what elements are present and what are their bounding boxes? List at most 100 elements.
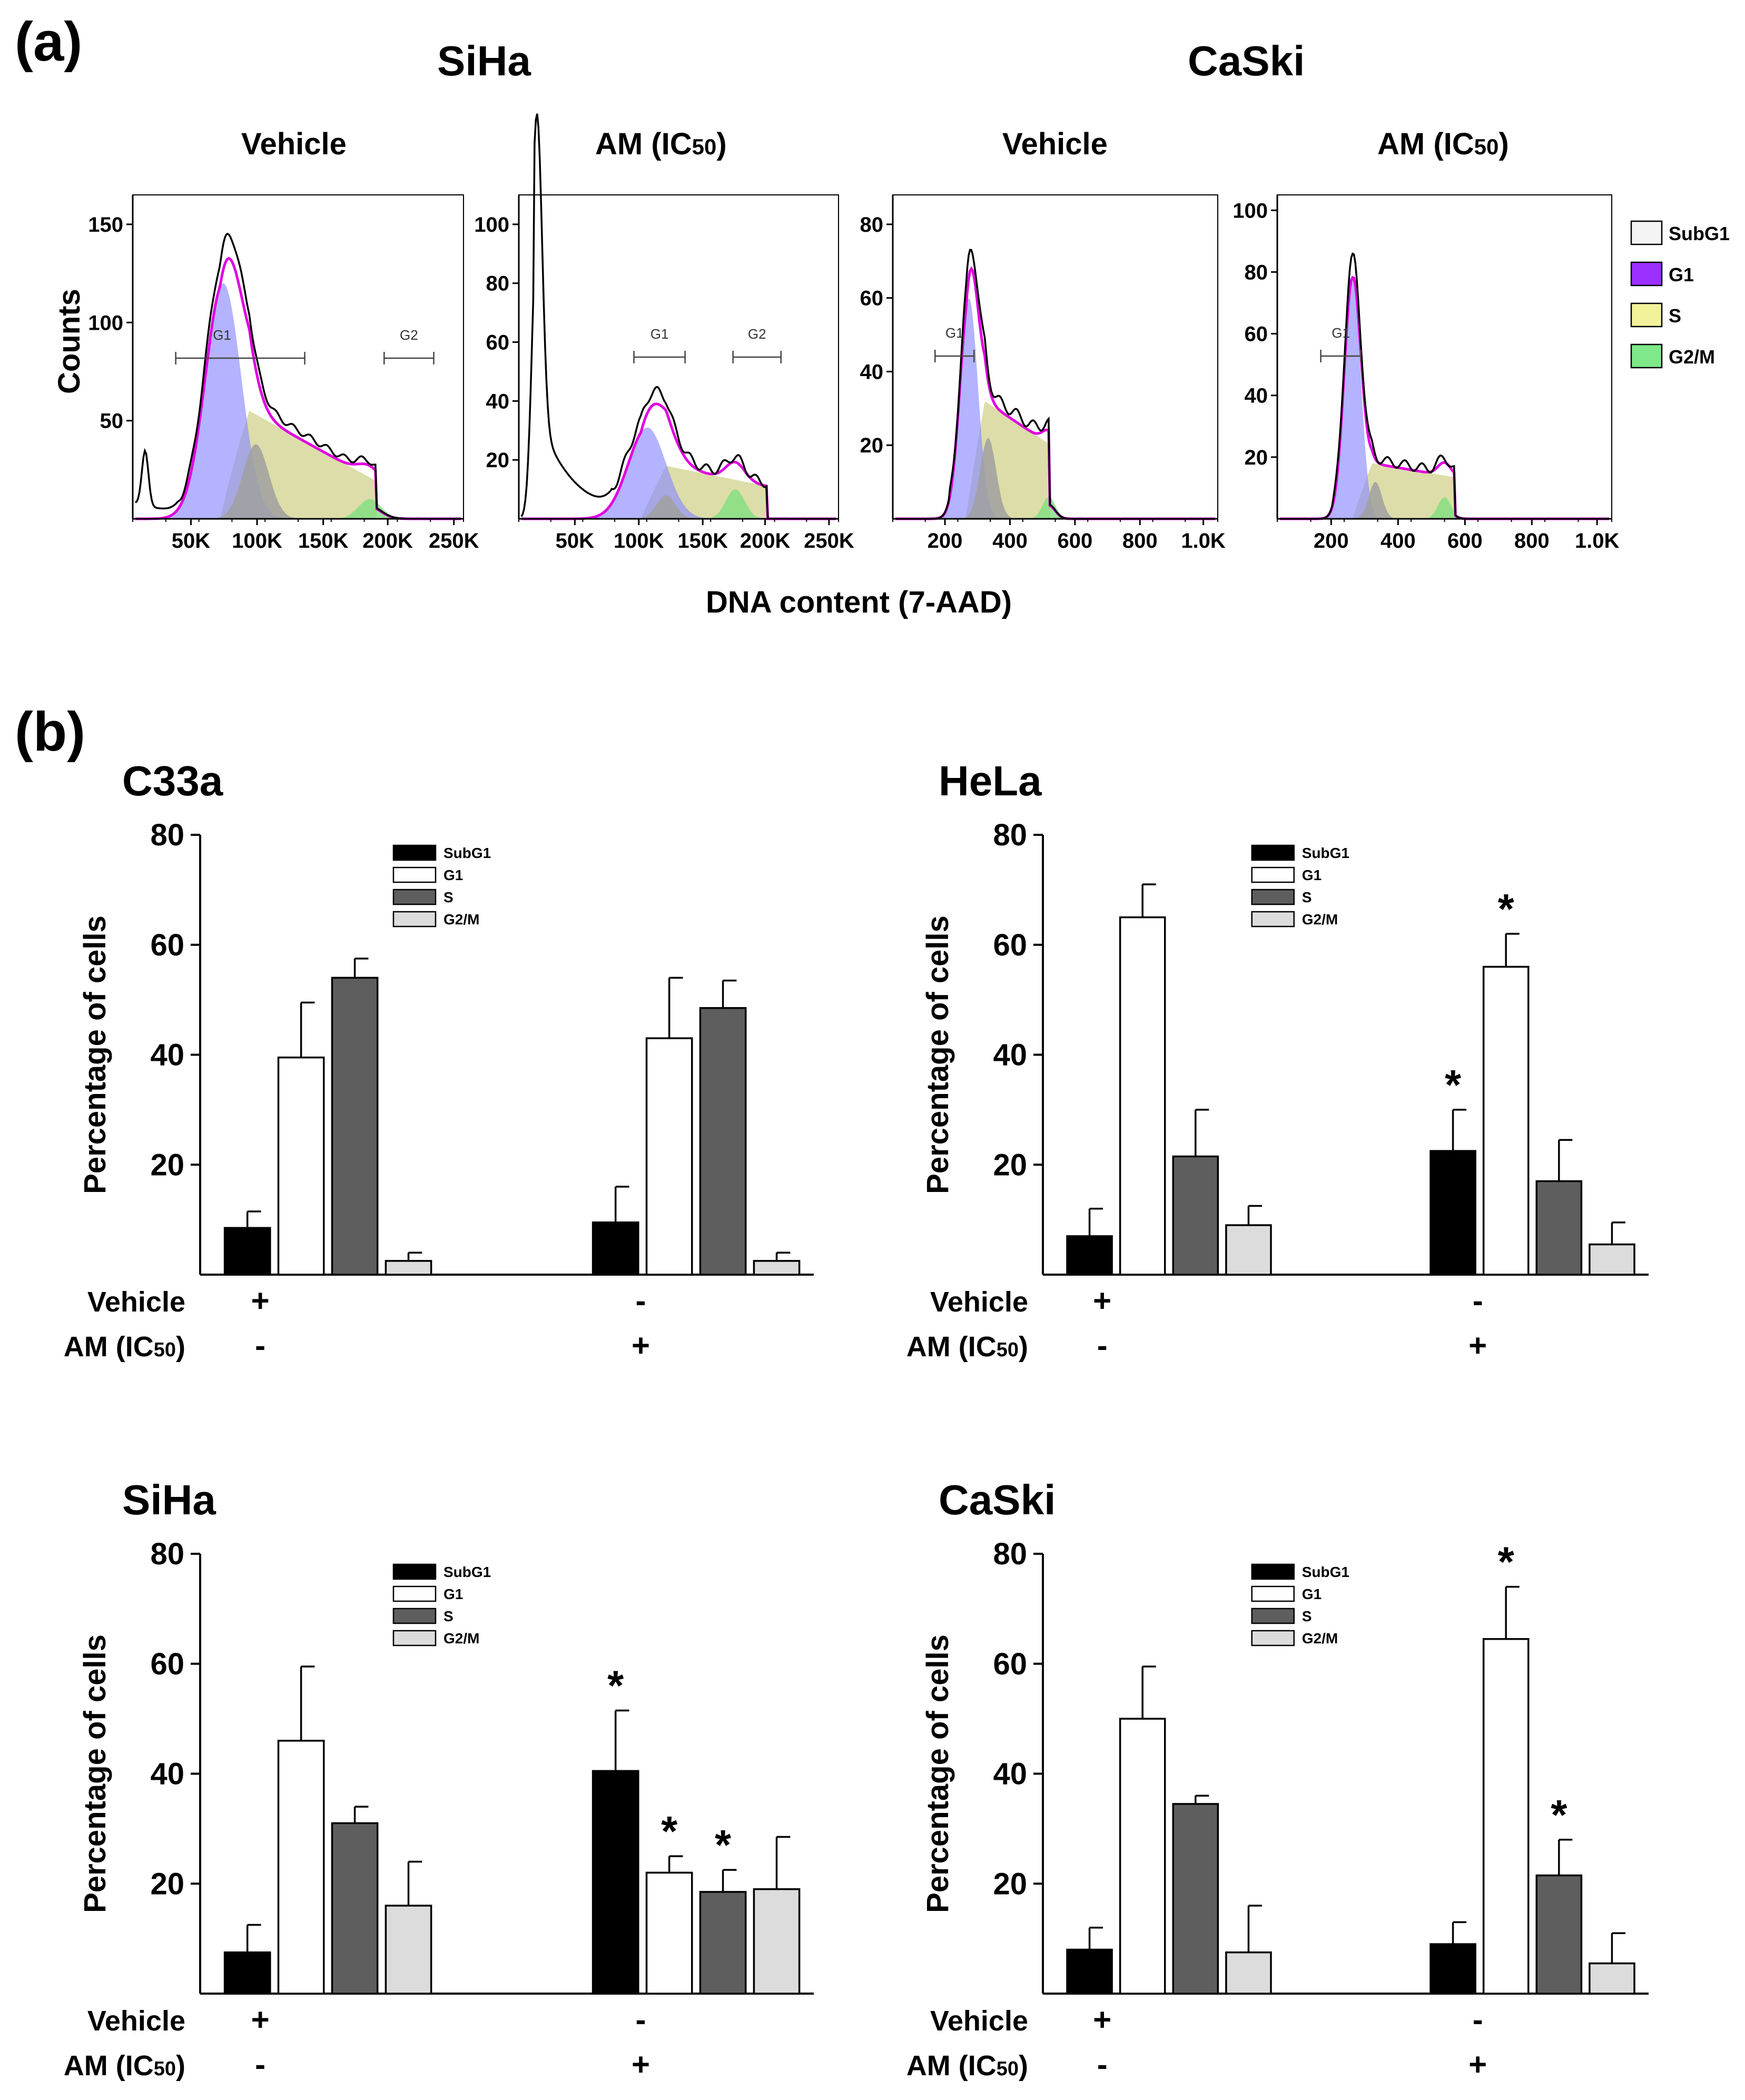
y-tick-label: 80: [150, 818, 184, 852]
bar-subg1-group-2: [591, 1221, 639, 1276]
y-axis-title: Percentage of cells: [78, 915, 112, 1194]
y-tick-label: 80: [993, 1537, 1027, 1571]
bar-g2m-group-2: [1589, 1962, 1635, 1995]
bar-s-group-2: [1535, 1180, 1583, 1276]
bar-g2m-group-2: [753, 1888, 801, 1995]
y-tick-label: 80: [150, 1537, 184, 1571]
plot-frame: [1277, 194, 1612, 519]
bar-g2m-group-1: [385, 1260, 432, 1276]
legend-label: G2/M: [1669, 346, 1715, 368]
y-tick-label: 20: [993, 1867, 1027, 1901]
sign-vehicle: +: [251, 2002, 270, 2037]
legend-swatch: [1630, 220, 1663, 245]
fill-g1-phase: [135, 283, 461, 519]
legend-label: G2/M: [443, 911, 479, 928]
y-tick-label: 40: [150, 1038, 184, 1072]
significance-asterisk: *: [1498, 1539, 1515, 1585]
legend-label: S: [443, 1608, 453, 1624]
bar-chart-c33a: C33a 20 40 60 80 Percentage of cells SubG1 G1 SG…: [64, 757, 814, 1363]
y-tick-label: 40: [993, 1757, 1027, 1791]
y-tick-label: 80: [993, 818, 1027, 852]
plot-frame: [892, 194, 1218, 519]
x-tick-label: 250K: [804, 529, 854, 553]
legend-swatch: [1251, 866, 1295, 883]
x-tick-label: 150K: [298, 529, 349, 553]
bar-g1-group-2: [645, 1037, 693, 1276]
legend-swatch: [1251, 844, 1295, 861]
bar-subg1-group-1: [223, 1227, 271, 1276]
x-tick-label: 50K: [172, 529, 210, 553]
bar-g2m-group-1: [385, 1905, 432, 1995]
y-tick-label: 60: [1245, 323, 1268, 346]
bar-s-group-1: [1172, 1803, 1219, 1995]
sign-vehicle: +: [1093, 1283, 1111, 1318]
sign-vehicle: -: [635, 2002, 646, 2037]
significance-asterisk: *: [1498, 885, 1515, 932]
histogram-panel: 50 100 150 50K 100K 150K 200K 250K G1 G2 20 40 60 80 1…: [88, 113, 1730, 553]
hist-header-1: Vehicle: [241, 127, 347, 161]
legend-label: SubG1: [1302, 845, 1349, 861]
fill-g2m-phase: [1280, 497, 1609, 519]
chart-title: SiHa: [122, 1476, 216, 1523]
gate-label: G2: [400, 327, 418, 343]
y-tick-label: 100: [1233, 199, 1268, 222]
y-tick-label: 150: [88, 213, 123, 236]
legend-swatch: [1251, 889, 1295, 905]
sign-vehicle: -: [1473, 2002, 1483, 2037]
row-label-am: AM (IC50): [64, 1331, 185, 1363]
y-tick-label: 40: [993, 1038, 1027, 1072]
legend-swatch: [392, 844, 437, 861]
bar-chart-siha: SiHa 20 40 60 80 Percentage of cells * * * SubG1 G…: [64, 1476, 814, 2082]
x-tick-label: 250K: [429, 529, 479, 553]
sign-am: +: [632, 1328, 650, 1363]
significance-asterisk: *: [607, 1662, 624, 1709]
legend-label: G2/M: [1302, 911, 1338, 928]
hist-x-title: DNA content (7-AAD): [706, 585, 1012, 619]
fill-s-phase: [895, 401, 1215, 519]
y-tick-label: 40: [486, 390, 510, 413]
row-label-am: AM (IC50): [906, 2050, 1028, 2082]
bar-s-group-1: [331, 1822, 379, 1995]
sign-vehicle: +: [251, 1283, 270, 1318]
legend-swatch: [1630, 261, 1663, 287]
significance-asterisk: *: [1445, 1061, 1462, 1108]
row-label-vehicle: Vehicle: [87, 1286, 185, 1318]
sign-am: +: [1468, 2047, 1487, 2082]
sign-am: -: [1097, 2047, 1108, 2082]
legend-label: G1: [1302, 867, 1322, 883]
legend-label: S: [1669, 305, 1681, 327]
fill-g1-phase: [895, 298, 1215, 519]
legend-swatch: [1251, 1585, 1295, 1602]
x-tick-label: 400: [992, 529, 1028, 553]
fill-subg1: [895, 438, 1215, 519]
panel-b-label: (b): [15, 701, 86, 763]
x-tick-label: 150K: [677, 529, 728, 553]
legend-swatch: [392, 1630, 437, 1647]
raw-histogram-line: [520, 113, 836, 520]
legend-label: S: [1302, 889, 1312, 905]
sign-vehicle: -: [635, 1283, 646, 1318]
y-axis-title: Percentage of cells: [921, 915, 955, 1194]
sign-am: -: [255, 2047, 265, 2082]
legend-swatch: [392, 866, 437, 883]
fill-g2m-phase: [895, 497, 1215, 519]
sign-am: +: [632, 2047, 650, 2082]
legend-label: SubG1: [443, 845, 491, 861]
legend-swatch: [1251, 1563, 1295, 1580]
panel-a-header-siha: SiHa: [437, 37, 531, 84]
raw-histogram-line: [895, 249, 1215, 520]
x-tick-label: 400: [1381, 529, 1416, 553]
histogram-3: 20 40 60 80 200 400 600 800 1.0K G1: [860, 194, 1226, 553]
fill-s-phase: [135, 411, 461, 519]
legend-label: G2/M: [1302, 1630, 1338, 1647]
gate-label: G1: [1332, 325, 1350, 341]
legend-label: G1: [1302, 1586, 1322, 1602]
y-tick-label: 80: [1245, 261, 1268, 284]
bar-g2m-group-2: [753, 1260, 801, 1276]
y-axis-title: Percentage of cells: [921, 1634, 955, 1913]
legend-swatch: [1630, 343, 1663, 369]
legend-swatch: [392, 1563, 437, 1580]
legend-swatch: [392, 1608, 437, 1624]
legend-label: SubG1: [1669, 223, 1730, 244]
